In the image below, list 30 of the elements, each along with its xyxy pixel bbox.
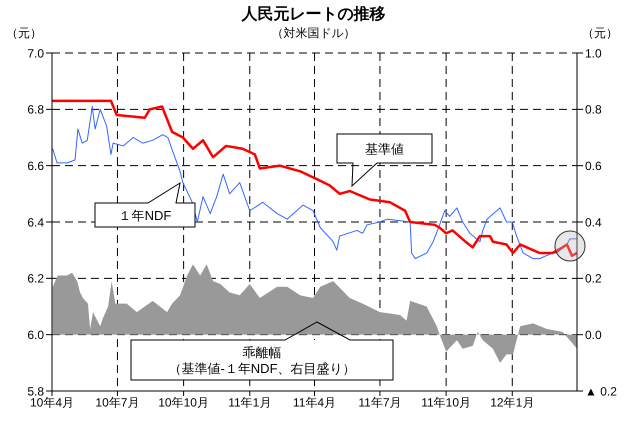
x-tick-label: 11年4月 [292,396,336,410]
y2-tick-label: 0.4 [585,215,602,230]
x-tick-label: 10年4月 [30,396,74,410]
y2-tick-label: 0.2 [585,272,602,286]
y-tick-label: 6.0 [27,328,44,342]
y-tick-label: 6.2 [27,272,44,286]
x-tick-label: 10年10月 [158,396,209,410]
y2-axis-title: （元） [582,25,618,42]
y-axis-title: （元） [6,25,42,42]
x-tick-label: 11年1月 [228,396,272,410]
y-tick-label: 7.0 [27,46,44,60]
y2-tick-label: 1.0 [585,46,602,60]
chart-subtitle: （対米国ドル） [272,26,356,40]
x-tick-label: 12年1月 [490,396,534,410]
y2-tick-label: 0.0 [585,328,602,342]
series-label: １年NDF [118,208,172,223]
x-tick-label: 11年10月 [421,396,472,410]
x-tick-label: 10年7月 [95,396,140,410]
chart-title: 人民元レートの推移 [240,4,386,25]
x-tick-label: 11年7月 [358,396,402,410]
y-tick-label: 6.4 [27,215,44,230]
y2-tick-label: 0.6 [585,158,602,173]
y2-tick-label: ▲ 0.2 [585,384,618,398]
annotation: （基準値-１年NDF、右目盛り） [168,361,356,376]
y2-tick-label: 0.8 [585,102,602,117]
y-tick-label: 5.8 [27,384,44,398]
text: 基準値 [365,142,404,156]
series-label: 乖離幅 [242,345,282,360]
y-tick-label: 6.8 [27,102,44,117]
y-tick-label: 6.6 [27,158,44,173]
